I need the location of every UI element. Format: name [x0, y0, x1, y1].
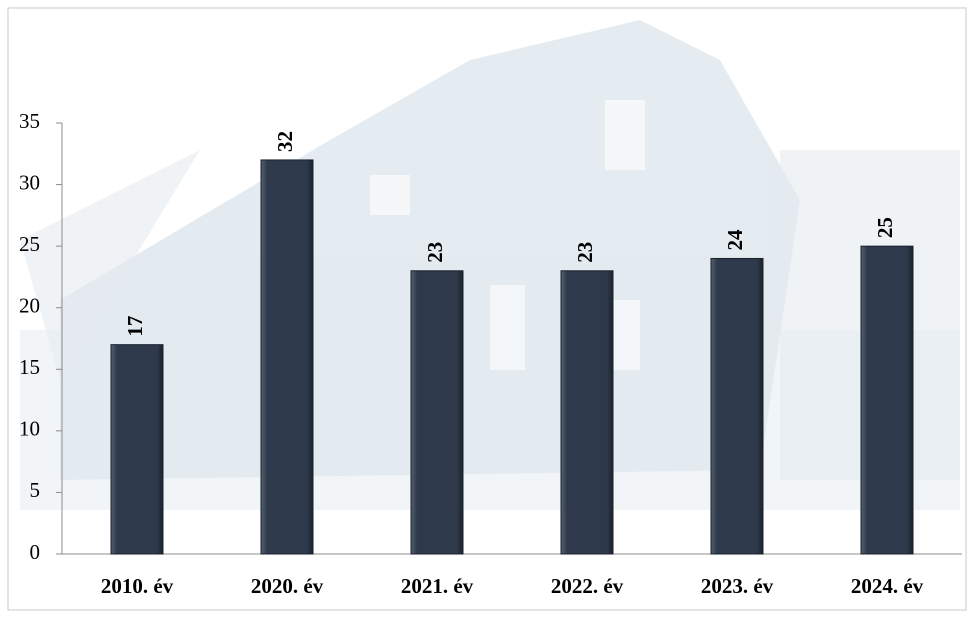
value-label: 25: [873, 217, 897, 238]
x-tick-label: 2022. év: [551, 574, 624, 598]
y-tick-label: 30: [19, 170, 40, 194]
value-label: 23: [423, 242, 447, 263]
value-label: 17: [123, 316, 147, 337]
bar: [860, 245, 914, 555]
x-tick-label: 2021. év: [401, 574, 474, 598]
y-tick-label: 15: [19, 355, 40, 379]
x-tick-label: 2020. év: [251, 574, 324, 598]
x-tick-label: 2010. év: [101, 574, 174, 598]
value-label: 32: [273, 131, 297, 152]
background-windows: [370, 100, 645, 370]
bar: [260, 159, 314, 555]
y-tick-label: 25: [19, 232, 40, 256]
y-tick-label: 20: [19, 294, 40, 318]
bar: [560, 270, 614, 555]
x-tick-label: 2024. év: [851, 574, 924, 598]
value-label: 23: [573, 242, 597, 263]
value-label: 24: [723, 229, 747, 251]
y-tick-label: 0: [30, 540, 41, 564]
bar: [110, 344, 164, 555]
y-tick-label: 5: [30, 478, 41, 502]
y-tick-label: 35: [19, 109, 40, 133]
y-tick-label: 10: [19, 417, 40, 441]
bar: [710, 257, 764, 555]
bar: [410, 270, 464, 555]
x-tick-label: 2023. év: [701, 574, 774, 598]
chart-frame: [7, 7, 967, 611]
